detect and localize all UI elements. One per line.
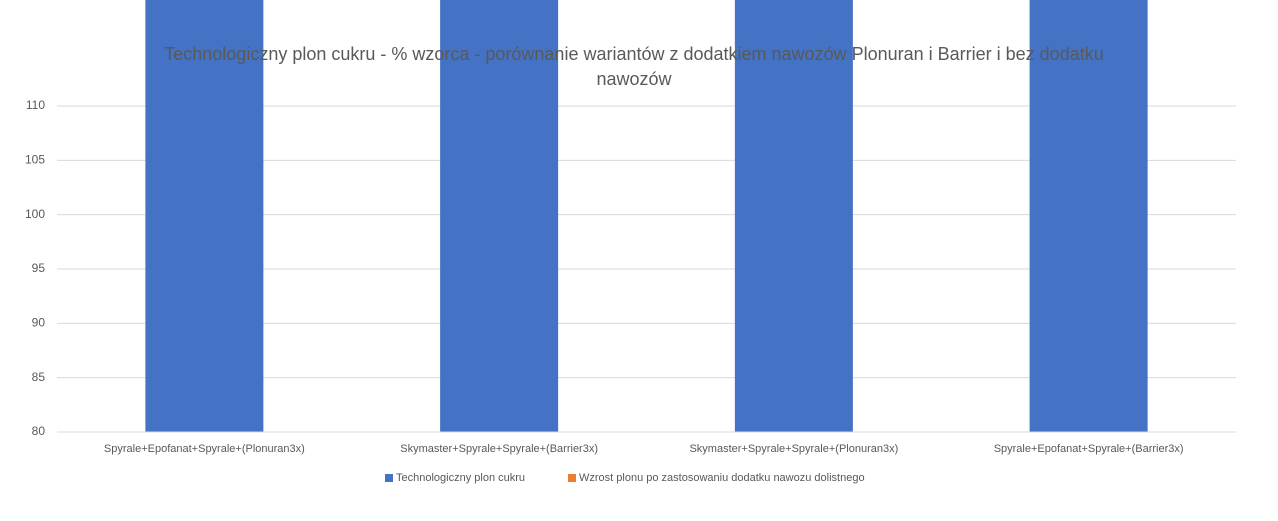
y-tick-label: 110 xyxy=(26,98,45,112)
bar-segment xyxy=(440,0,559,432)
chart-title: Technologiczny plon cukru - % wzorca - p… xyxy=(164,44,1104,89)
y-tick-label: 85 xyxy=(32,370,46,384)
x-tick-label: Spyrale+Epofanat+Spyrale+(Barrier3x) xyxy=(994,443,1184,455)
legend-swatch xyxy=(385,474,393,482)
y-tick-label: 95 xyxy=(32,261,46,275)
y-tick-label: 105 xyxy=(25,153,45,167)
y-tick-label: 80 xyxy=(32,424,46,438)
bar-segment xyxy=(1029,0,1148,432)
legend-swatch xyxy=(568,474,576,482)
x-tick-label: Skymaster+Spyrale+Spyrale+(Barrier3x) xyxy=(400,443,598,455)
x-tick-label: Spyrale+Epofanat+Spyrale+(Plonuran3x) xyxy=(104,443,305,455)
bar-segment xyxy=(145,0,264,432)
legend-label: Technologiczny plon cukru xyxy=(396,472,525,484)
x-tick-label: Skymaster+Spyrale+Spyrale+(Plonuran3x) xyxy=(689,443,898,455)
y-tick-label: 90 xyxy=(32,316,46,330)
y-tick-label: 100 xyxy=(25,207,45,221)
bar-segment xyxy=(734,0,853,432)
legend-label: Wzrost plonu po zastosowaniu dodatku naw… xyxy=(579,472,865,484)
